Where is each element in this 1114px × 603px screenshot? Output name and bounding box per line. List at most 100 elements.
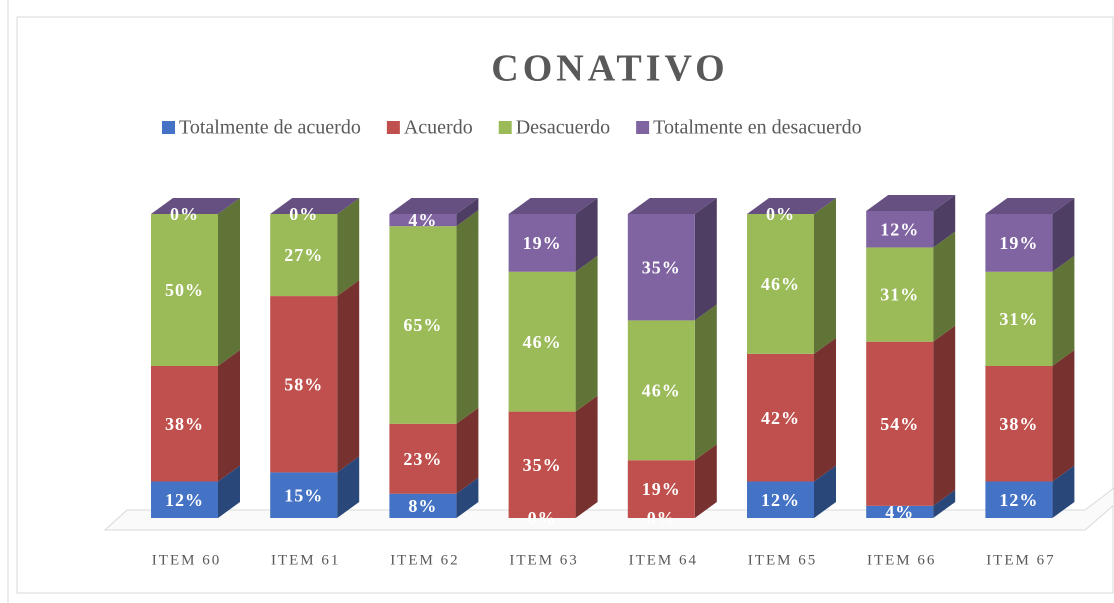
x-tick-label: ITEM 67 (986, 552, 1055, 568)
data-label: 31% (999, 309, 1038, 329)
data-label: 46% (523, 332, 562, 352)
bar-segment (270, 472, 338, 518)
x-tick-label: ITEM 64 (629, 552, 698, 568)
data-label: 35% (642, 257, 681, 277)
bar-side (694, 304, 717, 461)
bar-top (985, 198, 1075, 214)
data-label: 54% (880, 414, 919, 434)
x-tick-label: ITEM 63 (509, 552, 578, 568)
bar-segment (508, 411, 576, 518)
data-label: 58% (284, 374, 323, 394)
bar-top (151, 198, 240, 214)
chart-title: CONATIVO (491, 48, 728, 90)
bar-segment (389, 226, 457, 424)
bar-top (866, 194, 956, 211)
bar-segment (985, 366, 1053, 482)
bar-segment (627, 214, 695, 321)
bar-side (1052, 465, 1075, 518)
data-label: 0% (766, 204, 795, 224)
bar-side (575, 395, 598, 518)
data-label: 35% (523, 455, 562, 475)
bar-side (694, 444, 717, 518)
data-label: 0% (647, 508, 676, 528)
data-label: 8% (408, 496, 437, 516)
bar-segment (866, 505, 934, 518)
data-label: 4% (408, 210, 437, 230)
bar-side (456, 407, 479, 494)
bar-side (814, 198, 836, 354)
bar-segment (866, 210, 934, 248)
bar-segment (389, 214, 457, 227)
data-label: 19% (999, 233, 1038, 253)
bar-side (337, 198, 360, 297)
bar-side (814, 337, 836, 482)
bar-segment (270, 296, 338, 473)
data-label: 23% (403, 449, 442, 469)
bar-side (933, 325, 956, 506)
legend-swatch (386, 121, 400, 134)
bar-segment (747, 353, 814, 482)
data-label: 19% (642, 479, 681, 499)
bar-segment (389, 493, 457, 518)
data-label: 38% (165, 414, 204, 434)
bar-side (1052, 350, 1075, 482)
bar-side (814, 465, 836, 518)
bar-side (933, 231, 956, 342)
x-tick-label: ITEM 61 (271, 552, 340, 568)
bar-top (627, 198, 717, 214)
data-label: 0% (289, 204, 318, 224)
data-label: 12% (761, 490, 800, 510)
data-label: 42% (761, 408, 800, 428)
data-label: 50% (165, 280, 204, 300)
data-label: 4% (885, 502, 914, 522)
floor (103, 487, 1114, 531)
legend: Totalmente de acuerdo Acuerdo Desacuerdo To… (162, 117, 862, 139)
bar-segment (747, 214, 814, 354)
x-tick-label: ITEM 62 (390, 552, 459, 568)
bar-segment (985, 271, 1053, 366)
data-label: 15% (284, 485, 323, 505)
legend-label: Desacuerdo (516, 117, 610, 139)
legend-swatch (498, 121, 512, 134)
legend-label: Totalmente en desacuerdo (653, 117, 862, 139)
bar-top (389, 198, 479, 214)
x-tick-label: ITEM 60 (152, 552, 221, 568)
data-label: 31% (880, 285, 919, 305)
data-label: 46% (761, 274, 800, 294)
bar-segment (151, 366, 218, 482)
bar-segment (270, 214, 338, 297)
data-label: 27% (284, 245, 323, 265)
data-label: 0% (528, 508, 557, 528)
bar-segment (508, 214, 576, 272)
bar-segment (985, 214, 1053, 272)
bar-side (575, 255, 598, 412)
legend-swatch (162, 121, 175, 134)
bar-side (694, 198, 717, 321)
bar-segment (151, 214, 218, 366)
legend-swatch (636, 121, 650, 134)
bar-side (218, 465, 240, 518)
legend-label: Totalmente de acuerdo (179, 117, 361, 139)
bar-side (218, 350, 240, 482)
bar-side (456, 198, 479, 227)
data-label: 12% (999, 490, 1038, 510)
data-label: 12% (880, 219, 919, 239)
data-label: 46% (642, 380, 681, 400)
data-label: 65% (403, 315, 442, 335)
bar-segment (866, 341, 934, 506)
bar-side (456, 477, 479, 518)
bar-segment (508, 271, 576, 412)
bar-side (1052, 198, 1075, 272)
bars (151, 194, 1075, 518)
bar-top (270, 198, 360, 214)
bar-side (456, 210, 479, 424)
bar-side (1052, 255, 1075, 366)
x-tick-label: ITEM 65 (748, 552, 817, 568)
data-label: 12% (165, 490, 204, 510)
data-label: 19% (523, 233, 562, 253)
bar-side (337, 456, 360, 518)
bar-segment (866, 247, 934, 342)
bar-segment (627, 320, 695, 461)
bar-top (747, 198, 836, 214)
